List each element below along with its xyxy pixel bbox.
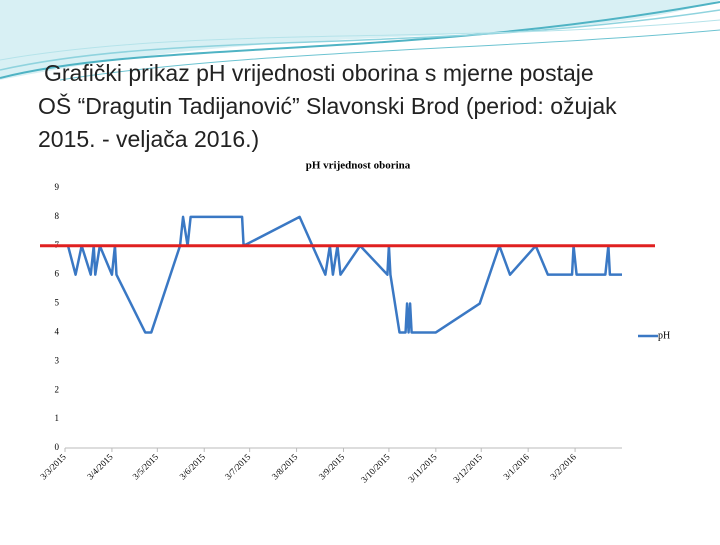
y-tick-label: 9 (55, 182, 60, 192)
x-tick-label: 3/12/2015 (451, 451, 484, 484)
legend-label: pH (658, 330, 670, 341)
chart-title: pH vrijednost oborina (306, 160, 411, 172)
x-tick-label: 3/1/2016 (501, 451, 531, 481)
data-line (66, 215, 622, 334)
y-tick-label: 8 (55, 211, 60, 221)
x-tick-label: 3/3/2015 (38, 451, 68, 481)
x-tick-label: 3/9/2015 (317, 451, 347, 481)
slide-title: OŠ “Dragutin Tadijanović” Slavonski Brod… (38, 92, 617, 119)
x-tick-label: 3/5/2015 (130, 451, 160, 481)
y-tick-label: 3 (55, 355, 60, 365)
x-tick-label: 3/4/2015 (85, 451, 115, 481)
y-tick-label: 0 (55, 442, 60, 452)
y-tick-label: 1 (55, 413, 60, 423)
x-tick-label: 3/11/2015 (406, 451, 439, 484)
x-tick-label: 3/8/2015 (270, 451, 300, 481)
y-tick-label: 4 (55, 327, 60, 337)
y-tick-label: 6 (55, 269, 60, 279)
slide-title: Grafički prikaz pH vrijednosti oborina s… (44, 60, 594, 86)
x-tick-label: 3/6/2015 (177, 451, 207, 481)
x-tick-label: 3/10/2015 (359, 451, 392, 484)
x-tick-label: 3/2/2016 (548, 451, 578, 481)
slide-title: 2015. - veljača 2016.) (38, 126, 259, 152)
y-tick-label: 2 (55, 384, 60, 394)
x-tick-label: 3/7/2015 (223, 451, 253, 481)
y-tick-label: 5 (55, 298, 60, 308)
decoration (0, 0, 720, 81)
